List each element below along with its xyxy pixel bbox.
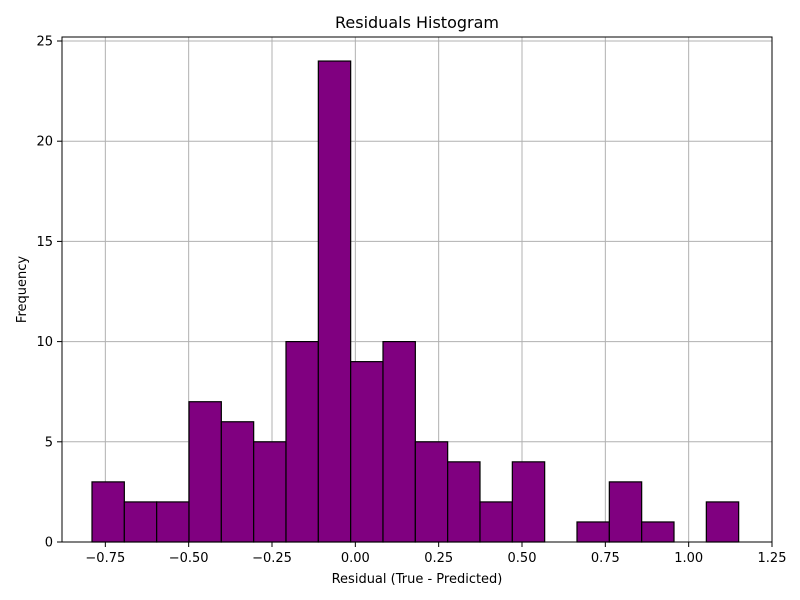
histogram-bars xyxy=(91,60,740,543)
y-tick-label: 10 xyxy=(36,335,53,350)
x-tick-label: −0.25 xyxy=(252,551,292,566)
x-tick-label: 1.25 xyxy=(758,551,787,566)
x-tick-label: 0.75 xyxy=(591,551,620,566)
x-tick-label: 0.50 xyxy=(508,551,537,566)
y-tick-label: 20 xyxy=(36,135,53,150)
histogram-bar xyxy=(705,501,740,543)
x-tick-label: 0.25 xyxy=(424,551,453,566)
histogram-bar xyxy=(479,501,513,543)
y-tick-label: 5 xyxy=(45,435,53,450)
histogram-bar xyxy=(91,481,125,543)
histogram-bar xyxy=(608,481,643,543)
histogram-bar xyxy=(123,501,158,543)
chart-title: Residuals Histogram xyxy=(335,13,499,32)
axis-ticks: −0.75 −0.50 −0.25 0.00 0.25 0.50 0.75 1.00 1.25 0… xyxy=(36,35,786,566)
y-tick-label: 0 xyxy=(45,536,53,551)
histogram-bar xyxy=(350,361,384,543)
histogram-bar xyxy=(156,501,190,543)
plot-frame xyxy=(61,36,773,543)
x-axis-label: Residual (True - Predicted) xyxy=(332,572,503,587)
histogram-bar xyxy=(511,461,546,543)
histogram-bar xyxy=(576,521,610,543)
histogram-bar xyxy=(285,341,319,543)
y-tick-label: 25 xyxy=(36,35,53,50)
histogram-bar xyxy=(382,341,416,543)
x-tick-label: 0.00 xyxy=(341,551,370,566)
x-tick-label: −0.75 xyxy=(85,551,125,566)
histogram-bar xyxy=(317,60,352,543)
histogram-bar xyxy=(220,421,255,543)
histogram-bar xyxy=(253,441,287,543)
histogram-bar xyxy=(414,441,449,543)
x-tick-label: 1.00 xyxy=(674,551,703,566)
x-tick-label: −0.50 xyxy=(169,551,209,566)
histogram-bar xyxy=(188,401,222,543)
y-axis-label: Frequency xyxy=(15,256,30,323)
histogram-bar xyxy=(641,521,675,543)
y-tick-label: 15 xyxy=(36,235,53,250)
histogram-bar xyxy=(447,461,481,543)
